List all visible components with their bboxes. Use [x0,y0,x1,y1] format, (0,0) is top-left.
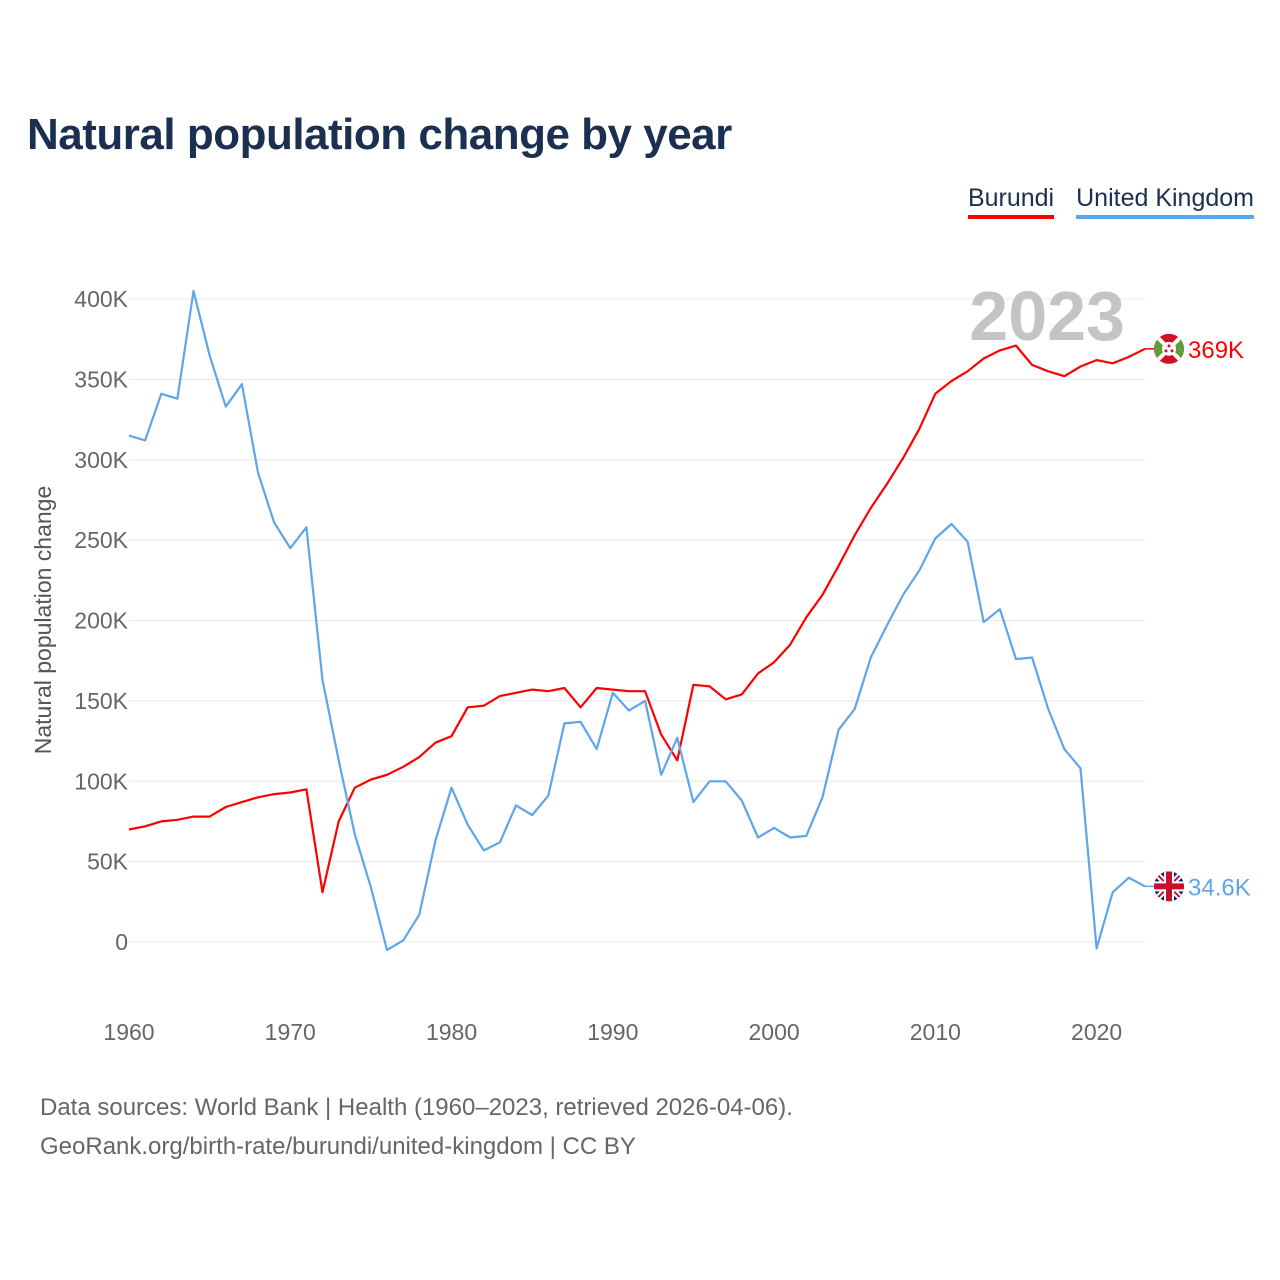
x-tick-label: 1960 [103,1019,154,1045]
y-tick-label: 250K [74,527,128,553]
uk-flag-icon [1154,871,1184,902]
y-tick-label: 200K [74,608,128,634]
y-tick-label: 400K [74,286,128,312]
footer-sources: Data sources: World Bank | Health (1960–… [40,1094,793,1121]
x-tick-label: 1970 [265,1019,316,1045]
y-tick-label: 350K [74,366,128,392]
y-tick-label: 100K [74,768,128,794]
chart-title: Natural population change by year [27,110,732,159]
end-value-label: 369K [1188,337,1244,364]
burundi-flag-icon [1154,333,1184,364]
y-axis-label: Natural population change [30,486,56,755]
series-line-united-kingdom[interactable] [128,289,1146,952]
y-tick-label: 150K [74,688,128,714]
year-watermark: 2023 [969,277,1125,355]
legend-item-burundi[interactable]: Burundi [967,184,1055,219]
x-tick-label: 1990 [587,1019,638,1045]
x-tick-label: 2010 [910,1019,961,1045]
series-line-burundi[interactable] [128,344,1146,894]
x-tick-label: 2020 [1071,1019,1122,1045]
y-tick-label: 300K [74,447,128,473]
legend-item-united-kingdom[interactable]: United Kingdom [1076,184,1254,219]
legend: Burundi United Kingdom [967,184,1254,219]
end-value-label: 34.6K [1188,874,1251,901]
footer: Data sources: World Bank | Health (1960–… [40,1088,793,1166]
line-chart: 2023 0 50K 100K 150K 200K 250K 300K 350K 400K 19… [30,277,1251,1045]
x-tick-label: 2000 [748,1019,799,1045]
x-tick-label: 1980 [426,1019,477,1045]
y-tick-label: 50K [87,849,129,875]
y-tick-label: 0 [115,929,128,955]
footer-link[interactable]: GeoRank.org/birth-rate/burundi/united-ki… [40,1133,636,1160]
